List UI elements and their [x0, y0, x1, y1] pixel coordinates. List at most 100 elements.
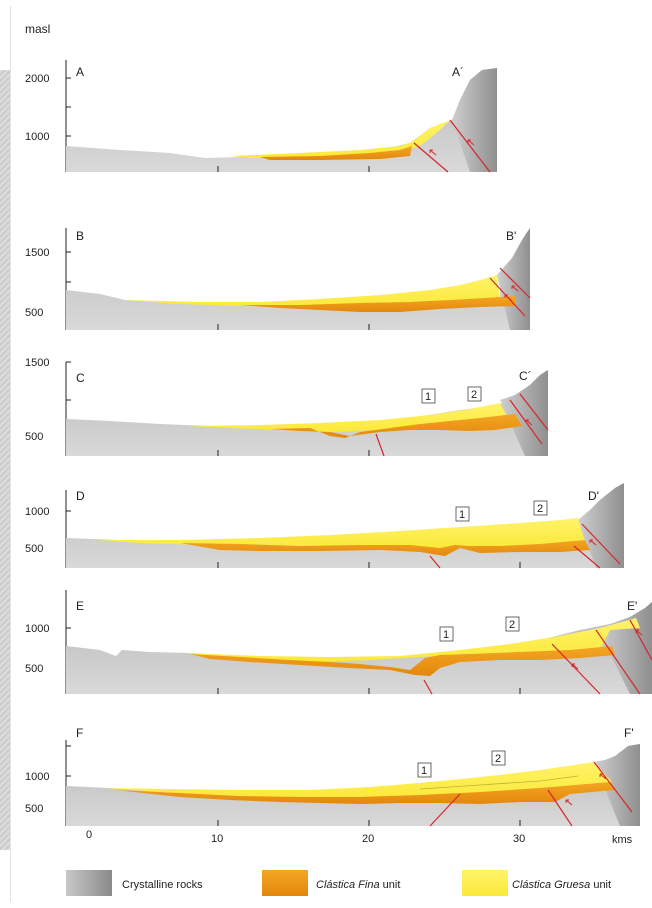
elevation-tick-label: 1000 — [25, 623, 49, 635]
clastica-fina-unit — [190, 646, 615, 676]
marker-label: 1 — [443, 629, 449, 641]
fault-line — [413, 142, 449, 173]
section-c: 1500 500 C C´ 1 2 — [25, 357, 549, 457]
section-a: 2000 1000 A A´ — [25, 60, 497, 173]
marker-box — [467, 386, 482, 402]
section-start-label: C — [76, 371, 85, 385]
fault-arrow — [571, 663, 579, 670]
clastica-gruesa-unit — [125, 275, 500, 307]
clastica-fina-unit — [180, 540, 590, 556]
elevation-tick-label: 500 — [25, 307, 43, 319]
elevation-tick-label: 1000 — [25, 506, 49, 518]
fault-arrow — [511, 285, 519, 292]
crystalline-basement — [66, 68, 497, 172]
section-start-label: B — [76, 229, 84, 243]
legend-label-suffix: unit — [590, 879, 611, 891]
marker-box — [455, 506, 470, 522]
section-end-label: D' — [588, 489, 599, 503]
fault-line — [595, 629, 641, 695]
legend-label-suffix: unit — [380, 879, 401, 891]
distance-tick-label: 30 — [513, 833, 525, 845]
fault-line — [519, 393, 549, 431]
elevation-tick-label: 1000 — [25, 771, 49, 783]
section-start-label: D — [76, 489, 85, 503]
marker-box — [439, 626, 454, 642]
distance-unit-label: kms — [612, 834, 633, 846]
clastica-gruesa-unit — [185, 618, 640, 662]
distance-tick-label: 10 — [211, 833, 223, 845]
mountain-block — [452, 68, 497, 172]
fault-line — [547, 789, 573, 827]
marker-box — [417, 762, 432, 778]
fault-line — [593, 761, 633, 813]
fault-arrow — [467, 139, 475, 146]
crystalline-basement — [66, 744, 640, 826]
fault-line — [429, 555, 441, 569]
section-end-label: C´ — [519, 369, 532, 383]
clastica-fina-unit — [115, 782, 614, 804]
section-start-label: E — [76, 599, 84, 613]
fault-line — [551, 643, 601, 695]
marker-box — [505, 616, 520, 632]
fault-arrow — [599, 773, 607, 780]
section-e: 1000 500 E E' 1 2 — [25, 590, 652, 695]
fault-arrow — [565, 799, 573, 806]
marker-label: 2 — [495, 753, 501, 765]
marker-label: 2 — [471, 389, 477, 401]
fault-line — [429, 793, 461, 827]
marker-box — [533, 500, 548, 516]
marker-label: 1 — [421, 765, 427, 777]
crystalline-basement — [66, 228, 530, 330]
section-d: 1000 500 D D' 1 2 — [25, 483, 624, 569]
fault-line — [423, 679, 433, 695]
clastica-fina-unit — [270, 414, 522, 438]
marker-label: 1 — [459, 509, 465, 521]
fault-line — [581, 523, 621, 565]
fault-line — [449, 119, 491, 173]
section-end-label: B' — [506, 229, 516, 243]
elevation-tick-label: 500 — [25, 663, 43, 675]
elevation-tick-label: 1000 — [25, 131, 49, 143]
elevation-tick-label: 500 — [25, 803, 43, 815]
mountain-block — [500, 370, 548, 456]
clastica-gruesa-unit — [230, 120, 450, 158]
fault-arrow — [504, 294, 512, 301]
fault-line — [499, 267, 531, 299]
mountain-block — [594, 744, 640, 826]
legend-swatch-gruesa — [462, 870, 508, 896]
crystalline-basement — [66, 370, 548, 456]
marker-box — [421, 388, 436, 404]
elevation-tick-label: 1500 — [25, 357, 49, 369]
elevation-tick-label: 500 — [25, 431, 43, 443]
section-f: 1000 500 F F' 1 2 — [25, 726, 640, 827]
marker-label: 2 — [537, 503, 543, 515]
legend: Crystalline rocks Clástica Fina unit Clá… — [66, 870, 611, 896]
unit-label: masl — [25, 22, 50, 36]
legend-label-italic: Clástica Fina — [316, 879, 380, 891]
section-b: 1500 500 B B' — [25, 228, 531, 330]
clastica-gruesa-unit — [105, 762, 612, 798]
legend-label-italic: Clástica Gruesa — [512, 879, 590, 891]
distance-tick-label: 20 — [362, 833, 374, 845]
elevation-tick-label: 1500 — [25, 247, 49, 259]
fault-arrow — [429, 149, 437, 156]
section-start-label: A — [76, 65, 84, 79]
clastica-gruesa-unit — [100, 518, 585, 548]
section-end-label: F' — [624, 726, 634, 740]
elevation-tick-label: 500 — [25, 543, 43, 555]
fault-arrow — [635, 629, 643, 636]
legend-label: Crystalline rocks — [122, 879, 203, 891]
marker-label: 2 — [509, 619, 515, 631]
fault-line — [573, 545, 601, 569]
legend-label: Clástica Fina unit — [316, 879, 400, 891]
legend-swatch-crystalline — [66, 870, 112, 896]
fault-line — [375, 433, 385, 457]
marker-box — [491, 750, 506, 766]
legend-swatch-fina — [262, 870, 308, 896]
fault-arrow — [589, 539, 597, 546]
elevation-tick-label: 2000 — [25, 73, 49, 85]
mountain-block — [578, 483, 624, 568]
panel-separator-left — [10, 6, 11, 902]
section-start-label: F — [76, 726, 83, 740]
